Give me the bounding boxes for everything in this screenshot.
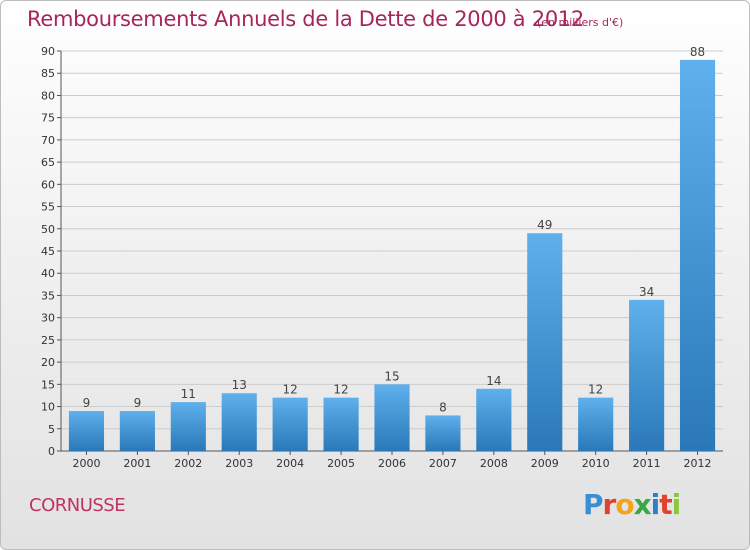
bar-2002 <box>170 402 206 451</box>
bar-value-label: 11 <box>181 387 196 401</box>
proxiti-logo: Proxiti <box>583 488 682 521</box>
x-tick-label: 2004 <box>276 457 304 470</box>
x-tick-label: 2010 <box>582 457 610 470</box>
y-tick-label: 10 <box>41 401 55 414</box>
logo-letter: i <box>650 488 661 521</box>
bar-2005 <box>323 397 359 451</box>
x-tick-label: 2008 <box>480 457 508 470</box>
chart-title: Remboursements Annuels de la Dette de 20… <box>27 7 584 31</box>
y-tick-label: 90 <box>41 45 55 58</box>
y-tick-label: 15 <box>41 378 55 391</box>
y-tick-label: 45 <box>41 245 55 258</box>
bar-2012 <box>679 59 716 452</box>
x-tick-label: 2011 <box>633 457 661 470</box>
x-tick-label: 2005 <box>327 457 355 470</box>
y-tick-label: 55 <box>41 201 55 214</box>
logo-letter: P <box>583 488 604 521</box>
bar-value-label: 14 <box>486 374 501 388</box>
bar-value-label: 9 <box>83 396 91 410</box>
x-tick-label: 2009 <box>531 457 559 470</box>
y-tick-label: 50 <box>41 223 55 236</box>
bar-value-label: 12 <box>588 383 603 397</box>
bar-2003 <box>221 393 257 451</box>
bar-2000 <box>68 411 105 451</box>
y-tick-label: 65 <box>41 156 55 169</box>
y-tick-label: 25 <box>41 334 55 347</box>
bar-2009 <box>527 233 563 451</box>
bar-value-label: 12 <box>283 383 298 397</box>
bar-2004 <box>272 397 308 451</box>
y-tick-label: 70 <box>41 134 55 147</box>
y-tick-label: 20 <box>41 356 55 369</box>
bar-value-label: 12 <box>333 383 348 397</box>
bar-2011 <box>629 299 665 451</box>
x-tick-label: 2006 <box>378 457 406 470</box>
bar-value-label: 34 <box>639 285 654 299</box>
y-tick-label: 40 <box>41 267 55 280</box>
y-tick-label: 35 <box>41 289 55 302</box>
y-tick-label: 60 <box>41 178 55 191</box>
y-tick-label: 80 <box>41 89 55 102</box>
bar-2007 <box>425 415 461 451</box>
bar-2006 <box>374 384 410 451</box>
x-tick-label: 2001 <box>123 457 151 470</box>
logo-letter: i <box>671 488 682 521</box>
bar-value-label: 88 <box>690 45 705 59</box>
logo-letter: o <box>615 488 634 521</box>
y-tick-label: 5 <box>48 423 55 436</box>
bar-value-label: 49 <box>537 218 552 232</box>
commune-name: CORNUSSE <box>29 495 126 516</box>
y-tick-label: 30 <box>41 312 55 325</box>
bar-value-label: 15 <box>384 369 399 383</box>
x-tick-label: 2007 <box>429 457 457 470</box>
bar-value-label: 13 <box>232 378 247 392</box>
x-tick-label: 2000 <box>72 457 100 470</box>
x-tick-label: 2002 <box>174 457 202 470</box>
bar-2010 <box>578 397 614 451</box>
y-tick-label: 75 <box>41 112 55 125</box>
logo-letter: t <box>659 488 672 521</box>
y-tick-label: 85 <box>41 67 55 80</box>
bar-2008 <box>476 388 512 451</box>
x-tick-label: 2003 <box>225 457 253 470</box>
logo-letter: r <box>602 488 617 521</box>
logo-letter: x <box>633 488 652 521</box>
x-tick-label: 2012 <box>684 457 712 470</box>
bar-value-label: 9 <box>134 396 142 410</box>
bar-2001 <box>119 411 155 451</box>
y-tick-label: 0 <box>48 445 55 458</box>
bar-value-label: 8 <box>439 400 447 414</box>
chart-subtitle: (en milliers d'€) <box>537 16 624 29</box>
